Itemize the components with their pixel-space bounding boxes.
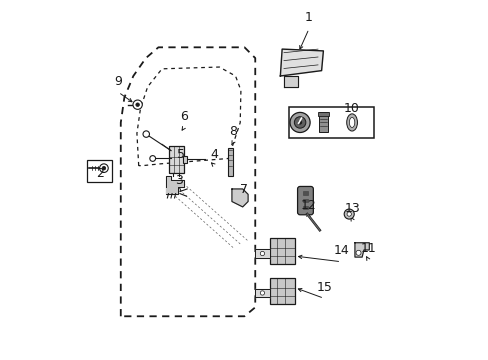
Circle shape: [100, 164, 108, 172]
Circle shape: [346, 212, 351, 216]
Text: 1: 1: [305, 12, 312, 24]
Circle shape: [136, 103, 139, 107]
Bar: [319, 112, 327, 132]
Polygon shape: [255, 289, 269, 297]
Text: 9: 9: [114, 75, 122, 88]
Text: 2: 2: [96, 167, 104, 180]
Polygon shape: [255, 249, 269, 258]
Ellipse shape: [346, 114, 357, 131]
Text: 5: 5: [177, 148, 185, 161]
Text: 8: 8: [228, 125, 237, 138]
Text: 11: 11: [360, 242, 375, 255]
Ellipse shape: [349, 117, 354, 127]
Circle shape: [133, 100, 142, 109]
Polygon shape: [280, 49, 323, 76]
Polygon shape: [354, 243, 368, 257]
Text: 4: 4: [210, 148, 218, 161]
Bar: [269, 238, 294, 264]
Circle shape: [149, 156, 155, 161]
Bar: [183, 156, 187, 163]
Circle shape: [102, 166, 105, 170]
Text: 15: 15: [316, 281, 331, 294]
Circle shape: [289, 112, 309, 132]
Polygon shape: [231, 189, 247, 207]
Polygon shape: [165, 176, 183, 194]
Text: 12: 12: [300, 199, 316, 212]
Bar: [302, 206, 308, 210]
Circle shape: [260, 291, 264, 295]
Text: 3: 3: [175, 174, 183, 187]
Bar: [269, 278, 294, 304]
FancyBboxPatch shape: [297, 186, 313, 215]
Circle shape: [355, 250, 360, 255]
Bar: [302, 199, 308, 202]
Text: 6: 6: [180, 110, 188, 123]
Polygon shape: [284, 76, 298, 87]
Circle shape: [298, 121, 301, 124]
Bar: [289, 107, 373, 138]
Bar: [169, 146, 183, 173]
Text: 10: 10: [344, 103, 359, 116]
Circle shape: [294, 117, 305, 128]
Text: 13: 13: [344, 202, 359, 215]
Bar: [227, 148, 232, 176]
Circle shape: [344, 209, 353, 219]
Text: 14: 14: [333, 244, 348, 257]
Circle shape: [142, 131, 149, 137]
Bar: [86, 160, 112, 182]
Bar: [317, 112, 328, 116]
Circle shape: [260, 251, 264, 256]
Bar: [302, 192, 308, 195]
Text: 7: 7: [239, 183, 247, 196]
